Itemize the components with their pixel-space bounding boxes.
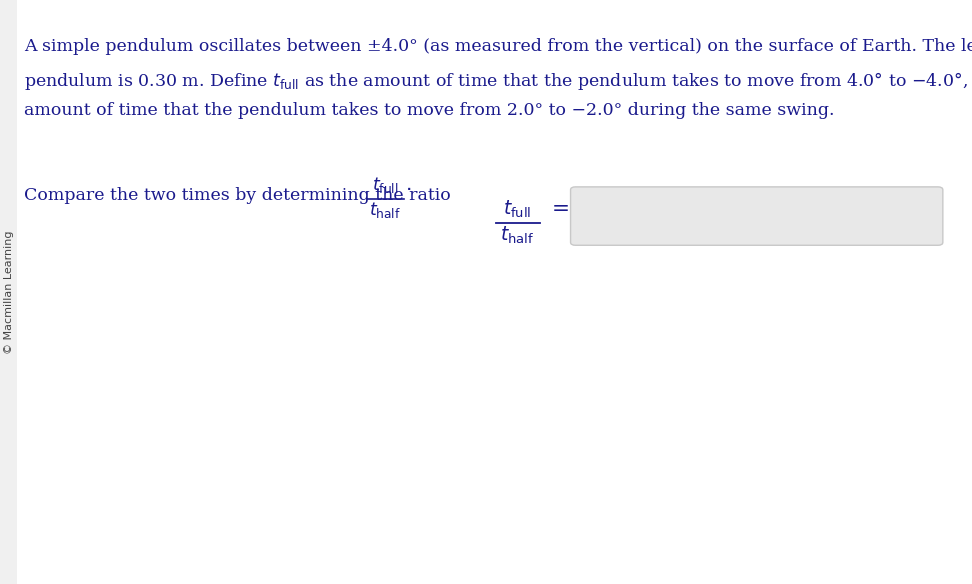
Text: $t_{\rm half}$: $t_{\rm half}$ bbox=[369, 200, 400, 220]
Text: pendulum is 0.30 m. Define $t_{\rm full}$ as the amount of time that the pendulu: pendulum is 0.30 m. Define $t_{\rm full}… bbox=[24, 70, 972, 92]
Text: =: = bbox=[552, 199, 571, 219]
Text: © Macmillan Learning: © Macmillan Learning bbox=[4, 230, 14, 354]
Bar bbox=[0, 0, 17, 584]
Text: .: . bbox=[406, 175, 413, 194]
Text: Compare the two times by determining the ratio: Compare the two times by determining the… bbox=[24, 187, 451, 204]
Text: $t_{\rm full}$: $t_{\rm full}$ bbox=[503, 199, 532, 220]
Text: $t_{\rm full}$: $t_{\rm full}$ bbox=[371, 175, 399, 195]
Text: $t_{\rm half}$: $t_{\rm half}$ bbox=[500, 224, 535, 245]
Text: amount of time that the pendulum takes to move from 2.0° to −2.0° during the sam: amount of time that the pendulum takes t… bbox=[24, 102, 835, 119]
FancyBboxPatch shape bbox=[571, 187, 943, 245]
Text: A simple pendulum oscillates between ±4.0° (as measured from the vertical) on th: A simple pendulum oscillates between ±4.… bbox=[24, 38, 972, 55]
